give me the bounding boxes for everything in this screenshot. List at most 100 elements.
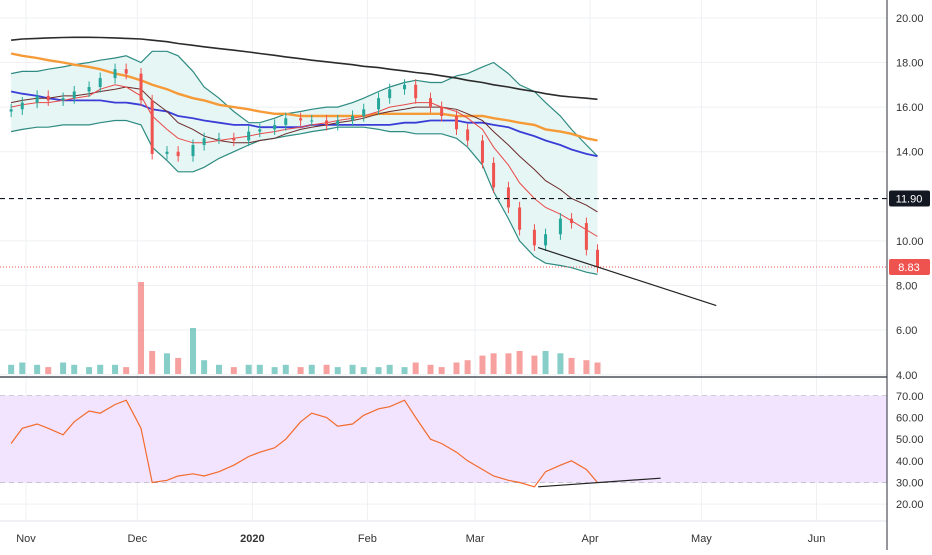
candle	[336, 114, 340, 131]
x-tick-label: Dec	[128, 533, 148, 545]
candle	[273, 119, 277, 135]
rsi-tick-label: 20.00	[896, 499, 924, 511]
volume-bar	[401, 367, 408, 374]
candle-body	[247, 131, 251, 141]
candle-body	[61, 98, 65, 101]
candle	[9, 103, 13, 118]
x-tick-label: Nov	[16, 533, 36, 545]
volume-bar	[516, 351, 523, 374]
level-label-box	[889, 190, 930, 207]
candle	[139, 68, 143, 106]
bollinger-fill	[11, 51, 598, 275]
candle	[165, 146, 169, 160]
price-tick-label: 20.00	[896, 13, 924, 25]
candle	[258, 123, 262, 138]
candle-body	[558, 218, 562, 235]
candle-body	[191, 145, 195, 157]
rsi-tick-label: 40.00	[896, 456, 924, 468]
volume-bar	[323, 364, 330, 374]
volume-bar	[19, 362, 26, 374]
volume-bar	[123, 367, 130, 374]
price-tick-label: 6.00	[896, 325, 917, 337]
candle-body	[284, 118, 288, 125]
candle-body	[584, 223, 588, 250]
candle-body	[403, 84, 407, 90]
level-label: 11.90	[889, 190, 930, 207]
candle	[532, 224, 536, 251]
candle-body	[377, 98, 381, 110]
level-label-text: 11.90	[896, 194, 923, 206]
sma20-line	[11, 86, 598, 213]
volume-bar	[245, 364, 252, 374]
candle	[150, 94, 154, 160]
candle	[518, 201, 522, 236]
volume-bar	[8, 364, 15, 374]
bollinger-layer	[10, 50, 598, 275]
price-label-text: 8.83	[898, 262, 919, 274]
candle	[46, 90, 50, 106]
candle	[87, 81, 91, 98]
candle	[325, 114, 329, 131]
candle-body	[299, 118, 303, 121]
volume-bar	[360, 367, 367, 374]
candle	[480, 134, 484, 169]
volume-bar	[271, 367, 278, 374]
volume-bar	[97, 364, 104, 374]
candle-body	[466, 129, 470, 141]
volume-bar	[531, 355, 538, 374]
candle	[232, 132, 236, 147]
volume-bar	[215, 364, 222, 374]
volume-bar	[45, 367, 52, 374]
volume-bar	[412, 362, 419, 374]
candle	[506, 181, 510, 214]
candle	[35, 90, 39, 109]
price-label: 8.83	[889, 259, 930, 276]
candle	[558, 213, 562, 240]
candle-body	[124, 69, 128, 74]
candle-body	[139, 73, 143, 101]
candle-body	[388, 89, 392, 99]
candle-body	[310, 120, 314, 122]
x-tick-label: Mar	[466, 533, 485, 545]
candle	[351, 110, 355, 127]
volume-bar	[594, 362, 601, 374]
candle-layer	[9, 63, 600, 273]
volume-bar	[201, 360, 208, 374]
price-tick-label: 4.00	[896, 370, 917, 382]
candle-body	[232, 138, 236, 141]
candle-body	[87, 87, 91, 92]
candle	[362, 103, 366, 122]
bollinger-lower-line	[10, 119, 598, 275]
candle-body	[480, 140, 484, 163]
candle	[299, 112, 303, 127]
candle-body	[506, 187, 510, 208]
candle-body	[176, 151, 180, 157]
volume-layer	[8, 282, 601, 374]
candle-body	[492, 162, 496, 188]
candle	[202, 132, 206, 151]
candle	[217, 132, 221, 144]
candle	[124, 63, 128, 80]
volume-bar	[542, 351, 549, 374]
candle-body	[202, 138, 206, 145]
candle-body	[351, 116, 355, 121]
price-trendline	[537, 247, 717, 307]
candle-body	[429, 98, 433, 108]
volume-bar	[583, 360, 590, 374]
candle-body	[596, 249, 600, 268]
volume-bar	[427, 364, 434, 374]
candle-body	[258, 129, 262, 132]
candle	[61, 92, 65, 106]
volume-bar	[386, 364, 393, 374]
rsi-line	[10, 399, 598, 488]
candle-body	[46, 95, 50, 101]
volume-bar	[349, 364, 356, 374]
volume-bar	[189, 328, 196, 374]
candle	[544, 228, 548, 251]
candle	[570, 213, 574, 229]
price-tick-label: 8.00	[896, 281, 917, 293]
volume-bar	[34, 364, 41, 374]
candle	[440, 101, 444, 122]
